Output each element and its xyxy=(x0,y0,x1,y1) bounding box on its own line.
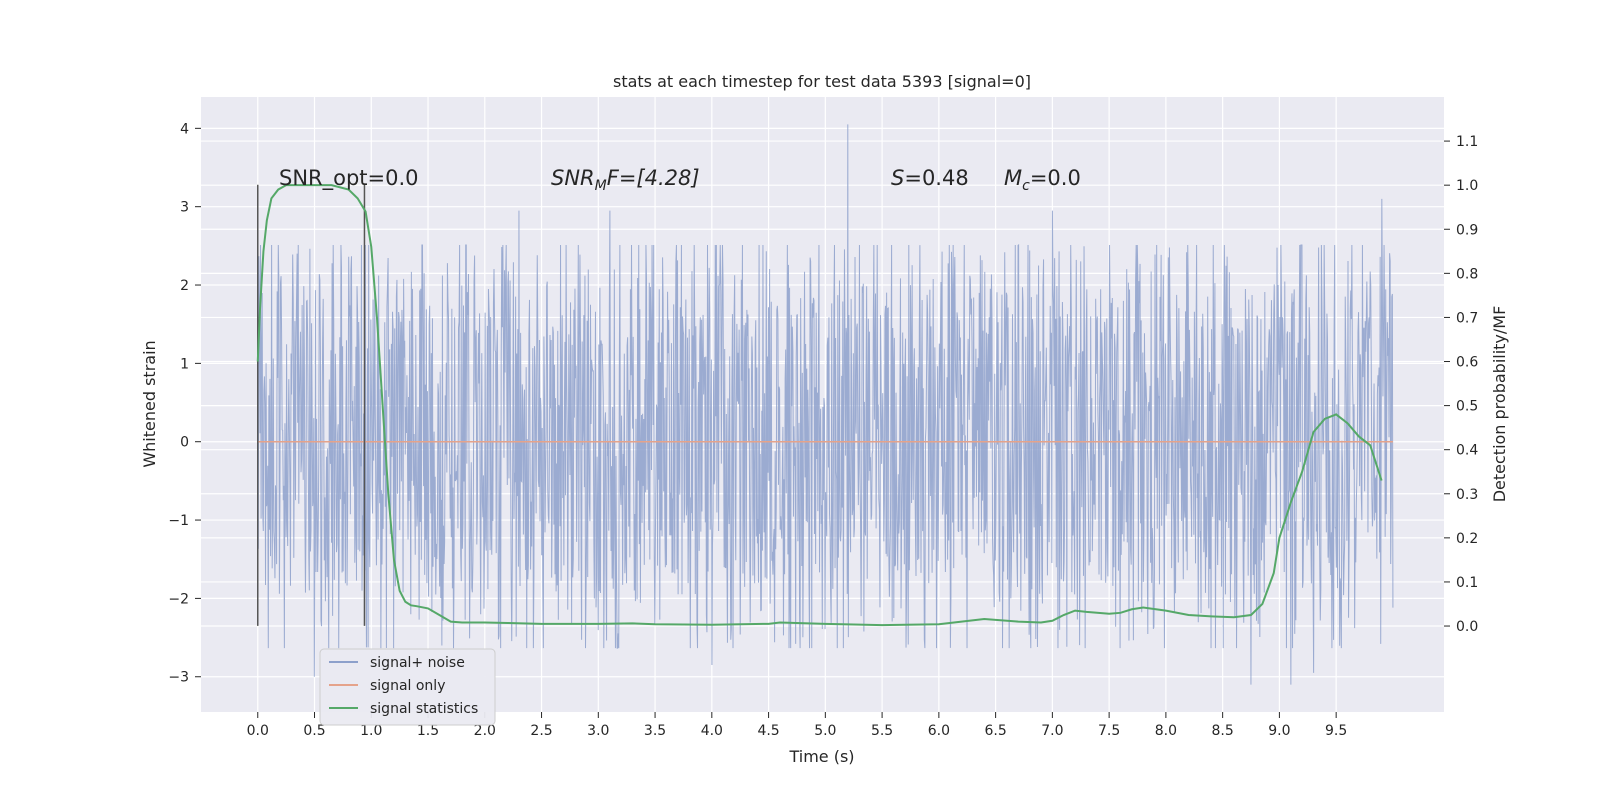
annotation-snr-mf-rest: F=[4.28] xyxy=(607,166,700,190)
x-tick-label: 7.5 xyxy=(1098,723,1120,739)
annotation-snr-mf: SNRMF=[4.28] xyxy=(551,166,700,194)
x-tick-label: 2.5 xyxy=(530,723,552,739)
x-tick-label: 3.0 xyxy=(587,723,609,739)
x-tick-label: 5.5 xyxy=(871,723,893,739)
y2-tick-label: 0.3 xyxy=(1456,487,1478,503)
signal-statistics-series xyxy=(256,184,1383,627)
x-tick-label: 4.0 xyxy=(701,723,723,739)
legend-box xyxy=(319,648,496,726)
signal-noise-line xyxy=(257,124,1394,685)
y2-tick-label: 0.9 xyxy=(1456,222,1478,238)
y2-tick-label: 0.6 xyxy=(1456,355,1478,371)
x-tick-label: 1.0 xyxy=(360,723,382,739)
y2-axis-label: Detection probability/MF xyxy=(1490,306,1509,503)
y-tick-label: 1 xyxy=(180,356,189,372)
legend: signal+ noise signal only signal statist… xyxy=(319,648,496,726)
x-tick-label: 9.0 xyxy=(1268,723,1290,739)
y2-tick-label: 0.5 xyxy=(1456,399,1478,415)
legend-label-signal-only: signal only xyxy=(370,678,445,694)
chart-title: stats at each timestep for test data 539… xyxy=(613,72,1031,91)
y2-tick-label: 0.7 xyxy=(1456,310,1478,326)
x-tick-label: 6.5 xyxy=(984,723,1006,739)
x-tick-label: 7.0 xyxy=(1041,723,1063,739)
y-tick-label: −2 xyxy=(168,591,189,607)
y2-tick-label: 0.8 xyxy=(1456,266,1478,282)
annotation-mc: Mc=0.0 xyxy=(1004,166,1081,194)
y2-tick-label: 0.0 xyxy=(1456,619,1478,635)
legend-label-signal-statistics: signal statistics xyxy=(370,701,478,717)
y2-tick-label: 1.1 xyxy=(1456,134,1478,150)
annotation-snr-opt: SNR_opt=0.0 xyxy=(279,166,419,191)
x-tick-label: 3.5 xyxy=(644,723,666,739)
annotation-mc-rest: =0.0 xyxy=(1030,166,1081,190)
x-tick-label: 4.5 xyxy=(757,723,779,739)
x-tick-label: 1.5 xyxy=(417,723,439,739)
y-tick-label: −1 xyxy=(168,513,189,529)
y2-axis-ticks: 0.0 0.1 0.2 0.3 0.4 0.5 0.6 0.7 0.8 0.9 1.0 1.1 xyxy=(1444,134,1478,635)
x-tick-label: 8.0 xyxy=(1155,723,1177,739)
y-axis-label: Whitened strain xyxy=(140,340,159,467)
signal-noise-series xyxy=(257,124,1394,685)
annotation-mc-sub: c xyxy=(1022,178,1030,194)
y-tick-label: −3 xyxy=(168,670,189,686)
annotation-snr-mf-main: SNR xyxy=(551,166,595,190)
annotation-s-rest: =0.48 xyxy=(904,166,968,190)
y2-tick-label: 0.2 xyxy=(1456,531,1478,547)
x-axis-ticks: 0.0 0.5 1.0 1.5 2.0 2.5 3.0 3.5 4.0 4.5 5.0 5.5 6.0 6… xyxy=(247,712,1347,739)
annotation-s-main: S xyxy=(891,166,904,190)
y2-tick-label: 0.4 xyxy=(1456,443,1478,459)
x-tick-label: 0.5 xyxy=(303,723,325,739)
annotation-mc-main: M xyxy=(1004,166,1022,190)
x-tick-label: 0.0 xyxy=(247,723,269,739)
x-tick-label: 9.5 xyxy=(1325,723,1347,739)
y2-tick-label: 0.1 xyxy=(1456,575,1478,591)
y-tick-label: 2 xyxy=(180,278,189,294)
x-tick-label: 8.5 xyxy=(1212,723,1234,739)
signal-statistics-line xyxy=(256,184,1383,627)
annotation-snr-mf-sub: M xyxy=(595,178,607,194)
x-axis-label: Time (s) xyxy=(788,747,854,766)
x-tick-label: 5.0 xyxy=(814,723,836,739)
y-axis-ticks: −3 −2 −1 0 1 2 3 4 xyxy=(168,121,201,686)
y-tick-label: 4 xyxy=(180,121,189,137)
y-tick-label: 3 xyxy=(180,200,189,216)
marker-lines xyxy=(257,184,366,626)
x-tick-label: 6.0 xyxy=(928,723,950,739)
y-tick-label: 0 xyxy=(180,435,189,451)
annotation-s: S=0.48 xyxy=(891,166,969,190)
y2-tick-label: 1.0 xyxy=(1456,178,1478,194)
x-tick-label: 2.0 xyxy=(474,723,496,739)
legend-label-signal-noise: signal+ noise xyxy=(370,655,465,671)
